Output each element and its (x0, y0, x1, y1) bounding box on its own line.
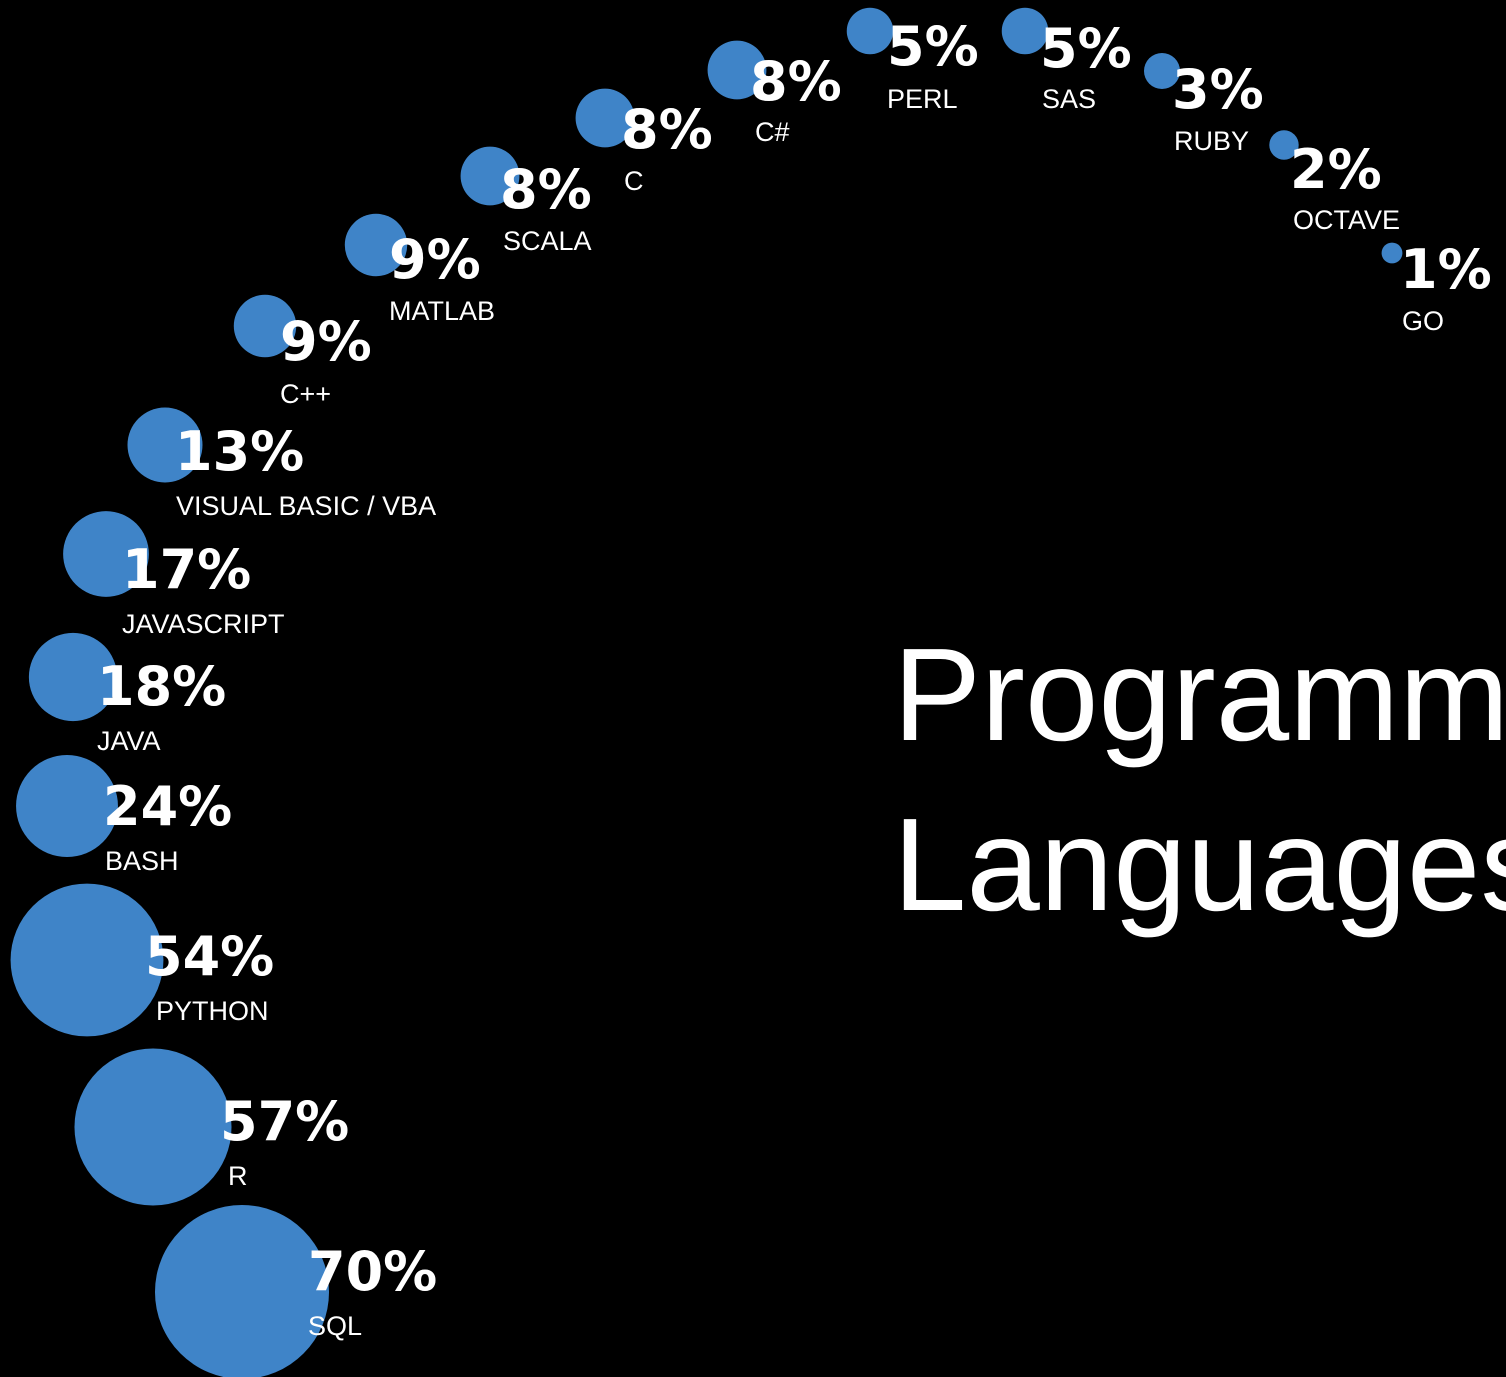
bubble (10, 883, 164, 1037)
category-label: JAVASCRIPT (122, 609, 285, 639)
bubble (846, 7, 894, 55)
value-label: 9% (280, 310, 372, 373)
category-label: R (228, 1161, 248, 1191)
bubble (63, 511, 149, 597)
value-label: 57% (220, 1090, 349, 1153)
category-label: VISUAL BASIC / VBA (176, 491, 436, 521)
bubble (344, 213, 408, 277)
value-label: 17% (122, 538, 251, 601)
chart-title: Programming (893, 621, 1506, 768)
category-label: SCALA (503, 226, 592, 256)
bubble (127, 407, 203, 483)
category-label: OCTAVE (1293, 205, 1400, 235)
value-label: 8% (500, 158, 592, 221)
value-label: 8% (750, 50, 842, 113)
bubble (575, 88, 635, 148)
bubble (460, 146, 520, 206)
value-label: 18% (97, 655, 226, 718)
value-label: 5% (887, 15, 979, 78)
category-label: RUBY (1174, 126, 1249, 156)
value-label: 8% (621, 98, 713, 161)
category-label: MATLAB (389, 296, 495, 326)
value-label: 2% (1290, 138, 1382, 201)
value-label: 5% (1040, 17, 1132, 80)
value-label: 54% (145, 925, 274, 988)
chart-title: Languages (893, 791, 1506, 938)
value-label: 1% (1400, 238, 1492, 301)
bubble (155, 1205, 329, 1377)
bubble (28, 632, 118, 722)
value-label: 13% (175, 420, 304, 483)
bubble (16, 755, 118, 857)
bubble (74, 1048, 232, 1206)
bubble (707, 40, 767, 100)
bubble (233, 294, 297, 358)
category-label: SQL (308, 1311, 362, 1341)
bubble (1001, 7, 1049, 55)
category-label: PYTHON (156, 996, 269, 1026)
value-label: 24% (103, 775, 232, 838)
bubble (1381, 242, 1403, 264)
value-label: 3% (1172, 58, 1264, 121)
category-label: C (624, 166, 644, 196)
category-label: BASH (105, 846, 179, 876)
category-label: GO (1402, 306, 1444, 336)
bubble (1143, 52, 1181, 90)
category-label: C++ (280, 379, 331, 409)
category-label: SAS (1042, 84, 1096, 114)
category-label: PERL (887, 84, 958, 114)
category-label: C# (755, 117, 790, 147)
category-label: JAVA (97, 726, 161, 756)
value-label: 9% (389, 228, 481, 291)
bubble (1269, 130, 1299, 160)
value-label: 70% (308, 1240, 437, 1303)
